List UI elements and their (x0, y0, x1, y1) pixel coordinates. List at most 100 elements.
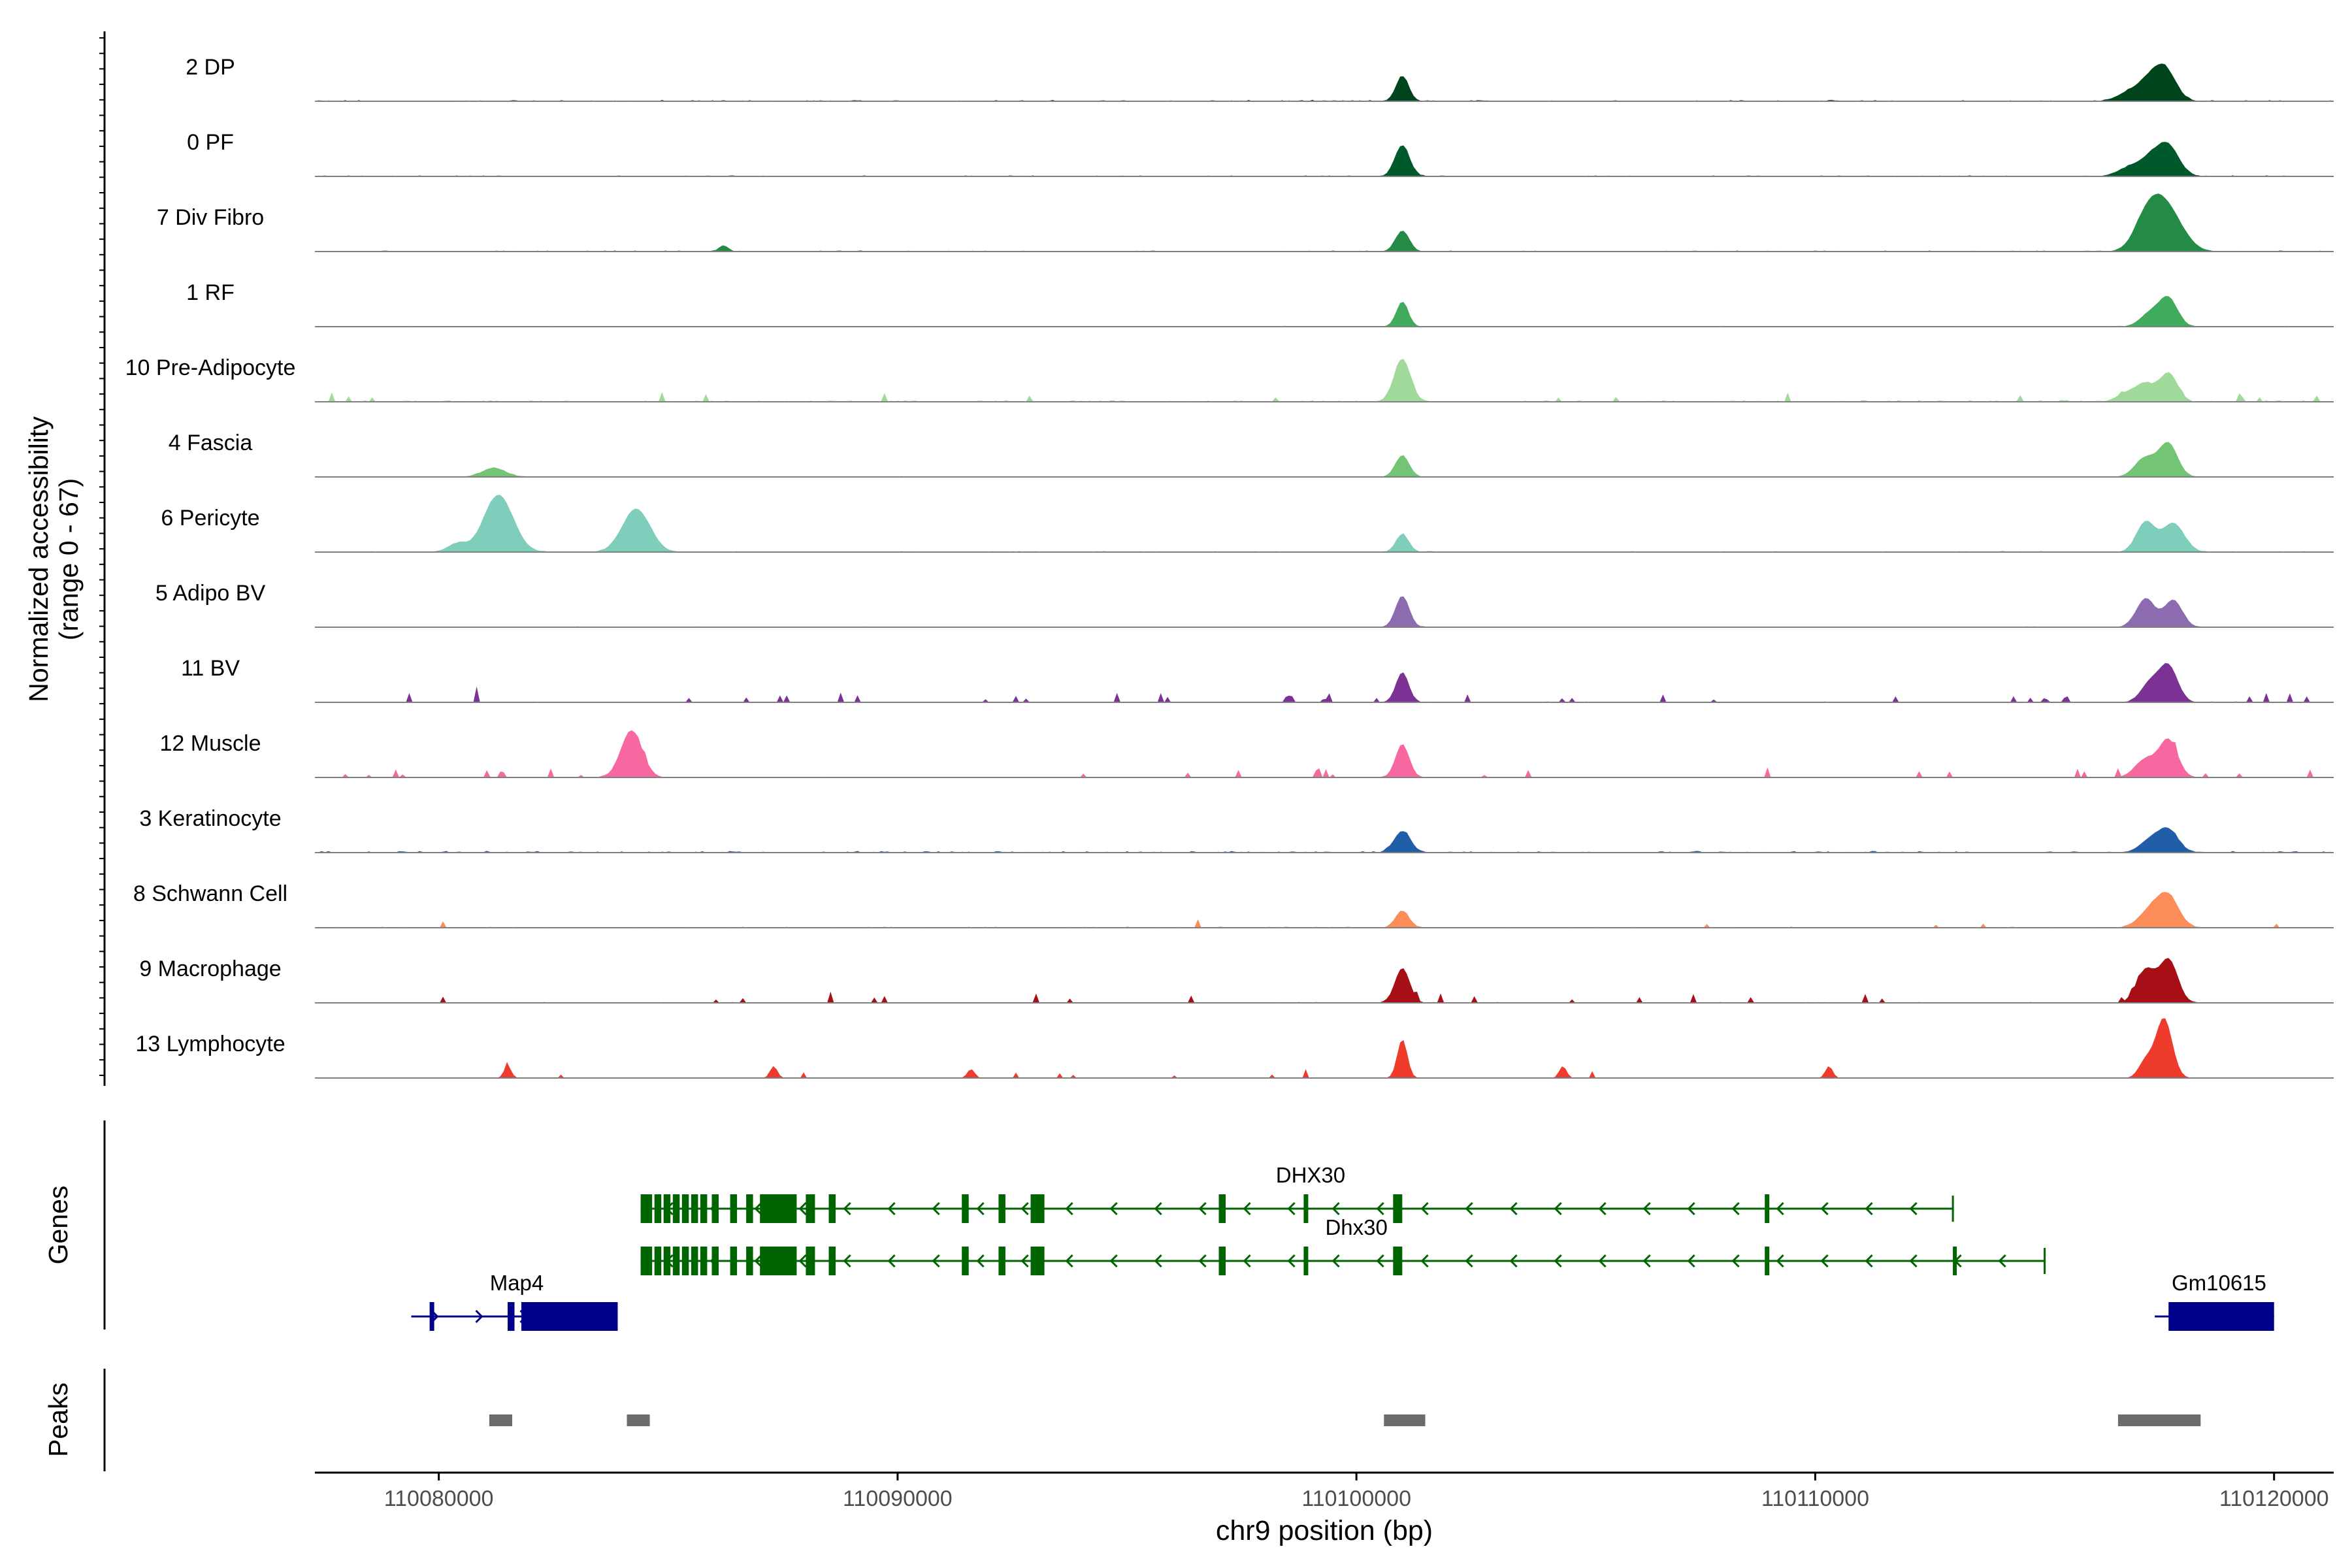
x-tick-label: 110110000 (1761, 1486, 1869, 1511)
gene-exon (760, 1194, 797, 1223)
gene-exon (828, 1194, 836, 1223)
track-label: 10 Pre-Adipocyte (125, 355, 296, 380)
gene-exon (429, 1302, 434, 1331)
gene-exon (663, 1247, 671, 1275)
coverage-track: 6 Pericyte (161, 495, 2334, 553)
strand-arrow (1331, 1201, 1340, 1216)
x-tick-label: 110100000 (1301, 1486, 1411, 1511)
track-label: 12 Muscle (160, 731, 261, 756)
gene-exon (1030, 1247, 1045, 1275)
strand-arrow (1909, 1254, 1918, 1268)
coverage-area (315, 958, 2334, 1003)
coverage-track: 0 PF (187, 130, 2334, 177)
gene-exon (1393, 1247, 1403, 1275)
strand-arrow (887, 1201, 896, 1216)
strand-arrow (1998, 1254, 2006, 1268)
gene-name-label: Gm10615 (2172, 1271, 2266, 1295)
strand-arrow (1465, 1254, 1473, 1268)
gene-model: DHX30 (640, 1163, 1954, 1223)
gene-exon (828, 1247, 836, 1275)
gene-model: Gm10615 (2155, 1271, 2274, 1331)
strand-arrow (1021, 1201, 1029, 1216)
strand-arrow (1198, 1201, 1207, 1216)
gene-exon (508, 1302, 515, 1331)
strand-arrow (976, 1201, 985, 1216)
coverage-tracks: 2 DP 0 PF 7 Div Fibro 1 RF 10 Pre-Adipocyte 4… (125, 55, 2334, 1079)
gene-exon (663, 1194, 671, 1223)
track-label: 1 RF (186, 280, 235, 305)
track-label: 6 Pericyte (161, 506, 259, 531)
strand-arrow (1642, 1254, 1651, 1268)
coverage-track: 12 Muscle (160, 730, 2334, 778)
peak-region (489, 1414, 512, 1426)
strand-arrow (1687, 1201, 1695, 1216)
strand-arrow (1243, 1201, 1251, 1216)
strand-arrow (1198, 1254, 1207, 1268)
gene-exon (806, 1194, 815, 1223)
coverage-area (315, 142, 2334, 176)
strand-arrow (1376, 1201, 1384, 1216)
y-axis-label-line1: Normalized accessibility (24, 416, 54, 702)
strand-arrow (1287, 1201, 1296, 1216)
gene-exon (1218, 1247, 1226, 1275)
gene-exon (806, 1247, 815, 1275)
gene-exon (711, 1194, 719, 1223)
gene-exon (654, 1194, 662, 1223)
strand-arrow (1109, 1254, 1118, 1268)
coverage-area (315, 827, 2334, 853)
strand-arrow (1687, 1254, 1695, 1268)
gene-exon (672, 1247, 680, 1275)
coverage-area (315, 596, 2334, 627)
coverage-area (315, 442, 2334, 477)
strand-arrow (1865, 1201, 1873, 1216)
y-axis (99, 31, 106, 1086)
strand-arrow (798, 1254, 807, 1268)
track-label: 11 BV (181, 656, 240, 681)
strand-arrow (1820, 1254, 1829, 1268)
gene-exon (654, 1247, 662, 1275)
coverage-area (315, 495, 2334, 552)
gene-exon (1393, 1194, 1403, 1223)
strand-arrow (1865, 1254, 1873, 1268)
strand-arrow (843, 1254, 851, 1268)
track-label: 9 Macrophage (139, 956, 281, 981)
strand-arrow (1909, 1201, 1918, 1216)
strand-arrow (932, 1254, 940, 1268)
gene-exon (746, 1247, 753, 1275)
gene-exon (691, 1194, 698, 1223)
gene-exon (998, 1194, 1005, 1223)
coverage-track: 2 DP (186, 55, 2334, 102)
gene-exon (691, 1247, 698, 1275)
strand-arrow (1021, 1254, 1029, 1268)
coverage-track: 9 Macrophage (139, 956, 2334, 1004)
x-tick-label: 110090000 (843, 1486, 953, 1511)
strand-arrow (1376, 1254, 1384, 1268)
strand-arrow (1154, 1254, 1162, 1268)
track-label: 8 Schwann Cell (133, 881, 287, 906)
strand-arrow (1243, 1254, 1251, 1268)
gene-exon (962, 1194, 969, 1223)
coverage-track: 13 Lymphocyte (135, 1018, 2334, 1079)
genes-axis-label: Genes (43, 1186, 73, 1265)
gene-exon (962, 1247, 969, 1275)
strand-arrow (843, 1201, 851, 1216)
coverage-area (315, 892, 2334, 928)
gene-exon (760, 1247, 797, 1275)
x-tick-label: 110120000 (2219, 1486, 2329, 1511)
strand-arrow (475, 1309, 483, 1324)
peak-regions-track (489, 1414, 2201, 1426)
strand-arrow (1465, 1201, 1473, 1216)
strand-arrow (1731, 1254, 1740, 1268)
gene-exon (1303, 1194, 1309, 1223)
track-label: 5 Adipo BV (155, 581, 266, 606)
track-label: 0 PF (187, 130, 234, 155)
coverage-area (315, 730, 2334, 777)
gene-exon (1303, 1247, 1309, 1275)
gene-exon (730, 1247, 738, 1275)
strand-arrow (754, 1254, 762, 1268)
x-axis-label: chr9 position (bp) (1216, 1515, 1433, 1546)
gene-exon (998, 1247, 1005, 1275)
coverage-track: 5 Adipo BV (155, 581, 2334, 628)
gene-exon (640, 1194, 653, 1223)
peak-region (1384, 1414, 1426, 1426)
